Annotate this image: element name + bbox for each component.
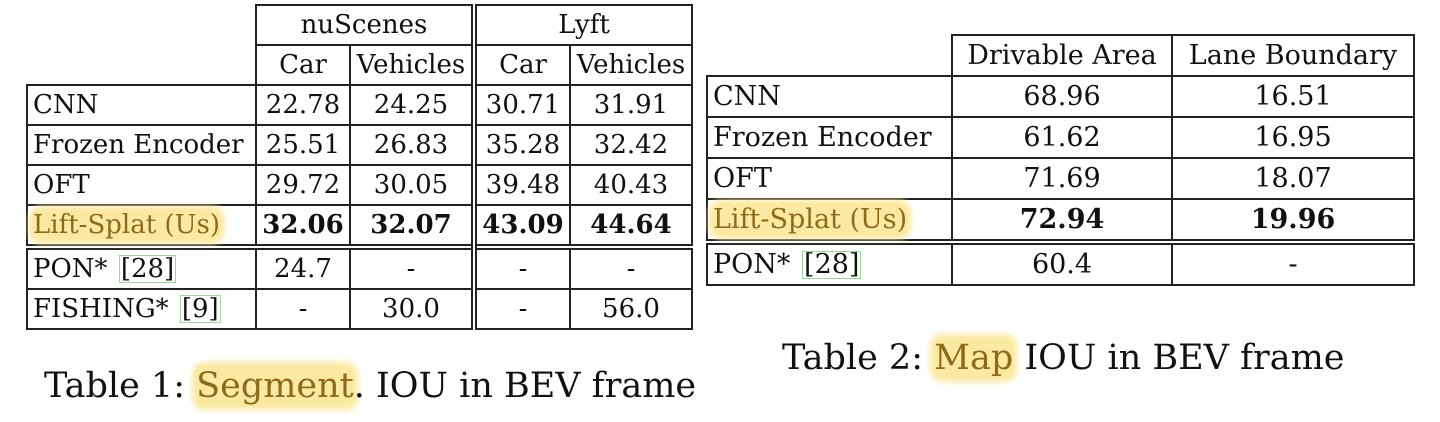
table-cell: 35.28 (473, 124, 571, 166)
table-cell: 25.51 (255, 124, 351, 166)
map-iou-table: Drivable Area Lane Boundary CNN 68.96 16… (706, 34, 1415, 286)
table-row: CNN 22.78 24.25 30.71 31.91 (26, 84, 693, 126)
table-cell: - (349, 244, 477, 290)
row-label: CNN (26, 84, 257, 126)
table-cell: 30.0 (349, 288, 477, 330)
caption-suffix: . IOU in BEV frame (353, 366, 697, 406)
row-label: OFT (706, 157, 953, 200)
caption-suffix: IOU in BEV frame (1013, 338, 1345, 378)
table-cell: 29.72 (255, 164, 351, 206)
table-cell: - (255, 288, 351, 330)
citation-link[interactable]: [9] (179, 294, 221, 324)
group-header-nuscenes: nuScenes (255, 4, 477, 46)
table-cell: 31.91 (569, 84, 693, 126)
table2-corner (707, 35, 952, 76)
best-value-cell: 72.94 (951, 198, 1173, 243)
table-cell: 56.0 (569, 288, 693, 330)
col-header-lane-boundary: Lane Boundary (1171, 34, 1415, 77)
row-label-ours: Lift-Splat (Us) (706, 198, 953, 243)
col-header-car: Car (255, 44, 351, 86)
row-label: OFT (26, 164, 257, 206)
row-label: Frozen Encoder (706, 116, 953, 159)
table2-header-row: Drivable Area Lane Boundary (707, 34, 1415, 77)
row-label: PON* [28] (26, 244, 257, 290)
row-label: CNN (706, 75, 953, 118)
table-cell: 16.95 (1171, 116, 1415, 159)
caption-prefix: Table 2: (782, 338, 935, 378)
best-value-cell: 32.07 (349, 204, 477, 248)
table-cell: 26.83 (349, 124, 477, 166)
caption-prefix: Table 1: (44, 366, 197, 406)
best-value-cell: 44.64 (569, 204, 693, 248)
segmentation-iou-table: nuScenes Lyft Car Vehicles Car Vehicles … (26, 4, 693, 330)
table-cell: 16.51 (1171, 75, 1415, 118)
table-row: FISHING* [9] - 30.0 - 56.0 (26, 288, 693, 330)
highlighted-text: Lift-Splat (Us) (33, 210, 220, 240)
table-cell: 60.4 (951, 239, 1173, 286)
row-label: FISHING* [9] (26, 288, 257, 330)
highlighted-text: Map (934, 338, 1014, 378)
table-row-ours: Lift-Splat (Us) 32.06 32.07 43.09 44.64 (26, 204, 693, 248)
table1-group-header-row: nuScenes Lyft (27, 4, 693, 46)
table-cell: - (569, 244, 693, 290)
table-cell: - (473, 244, 571, 290)
table-cell: 24.7 (255, 244, 351, 290)
table-row: OFT 29.72 30.05 39.48 40.43 (26, 164, 693, 206)
table-cell: 68.96 (951, 75, 1173, 118)
row-label: Frozen Encoder (26, 124, 257, 166)
table-cell: 32.42 (569, 124, 693, 166)
table-cell: 39.48 (473, 164, 571, 206)
table1-corner (27, 45, 256, 85)
highlighted-text: Segment (196, 366, 354, 406)
table-cell: 18.07 (1171, 157, 1415, 200)
table1-caption: Table 1: Segment. IOU in BEV frame (44, 366, 696, 406)
table1-corner (27, 5, 256, 45)
col-header-car: Car (473, 44, 571, 86)
table-cell: 71.69 (951, 157, 1173, 200)
table-row-ours: Lift-Splat (Us) 72.94 19.96 (706, 198, 1415, 243)
table-row: PON* [28] 24.7 - - - (26, 244, 693, 290)
table-cell: - (473, 288, 571, 330)
method-name: FISHING* (33, 294, 169, 324)
table2-caption: Table 2: Map IOU in BEV frame (782, 338, 1345, 378)
table-cell: - (1171, 239, 1415, 286)
table-cell: 30.05 (349, 164, 477, 206)
group-header-lyft: Lyft (473, 4, 693, 46)
best-value-cell: 19.96 (1171, 198, 1415, 243)
highlighted-text: Lift-Splat (Us) (713, 204, 908, 235)
table-row: Frozen Encoder 61.62 16.95 (706, 116, 1415, 159)
table-cell: 40.43 (569, 164, 693, 206)
table-row: PON* [28] 60.4 - (706, 239, 1415, 286)
best-value-cell: 43.09 (473, 204, 571, 248)
table1-sub-header-row: Car Vehicles Car Vehicles (27, 44, 693, 86)
row-label-ours: Lift-Splat (Us) (26, 204, 257, 248)
table-row: Frozen Encoder 25.51 26.83 35.28 32.42 (26, 124, 693, 166)
method-name: PON* (713, 249, 791, 280)
table-cell: 24.25 (349, 84, 477, 126)
method-name: PON* (33, 254, 108, 284)
citation-link[interactable]: [28] (118, 254, 177, 284)
table-row: OFT 71.69 18.07 (706, 157, 1415, 200)
table-cell: 22.78 (255, 84, 351, 126)
table-cell: 30.71 (473, 84, 571, 126)
col-header-drivable-area: Drivable Area (951, 34, 1173, 77)
row-label: PON* [28] (706, 239, 953, 286)
table-row: CNN 68.96 16.51 (706, 75, 1415, 118)
col-header-vehicles: Vehicles (569, 44, 693, 86)
col-header-vehicles: Vehicles (349, 44, 477, 86)
citation-link[interactable]: [28] (802, 249, 862, 280)
best-value-cell: 32.06 (255, 204, 351, 248)
table-cell: 61.62 (951, 116, 1173, 159)
